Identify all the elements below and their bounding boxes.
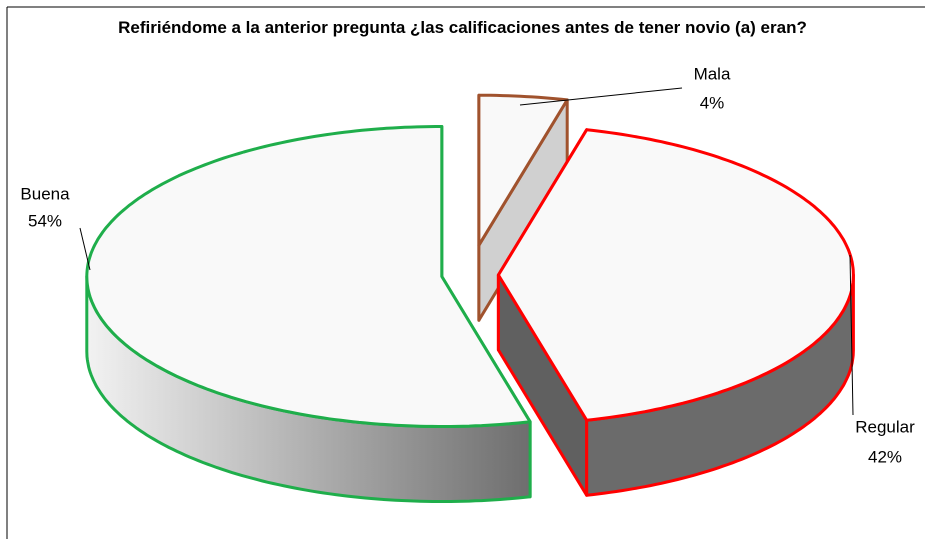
data-label-name: Regular (855, 417, 915, 436)
data-label-value: 42% (868, 447, 902, 466)
chart-title: Refiriéndome a la anterior pregunta ¿las… (118, 18, 807, 37)
leader-line (79, 227, 91, 271)
slice (496, 128, 855, 422)
data-label-name: Buena (20, 184, 70, 203)
slice (85, 125, 532, 428)
leader-line (519, 87, 683, 106)
data-label-value: 4% (700, 93, 725, 112)
leader-line (849, 254, 854, 416)
data-label-value: 54% (28, 211, 62, 230)
slice (477, 93, 569, 247)
data-label-name: Mala (694, 64, 731, 83)
